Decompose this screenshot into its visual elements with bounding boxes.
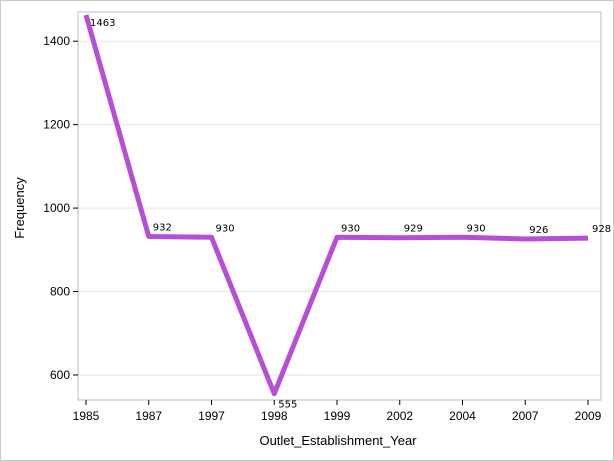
data-label: 930 [467,223,486,234]
data-label: 932 [153,222,172,233]
x-tick-label: 1985 [73,409,100,423]
y-axis-title: Frequency [12,177,27,239]
data-label: 926 [529,225,548,236]
x-tick-label: 1997 [198,409,225,423]
x-tick-label: 1987 [135,409,162,423]
x-tick-label: 1998 [261,409,288,423]
data-label: 930 [341,223,360,234]
data-label: 930 [216,223,235,234]
y-tick-label: 1000 [43,201,70,215]
data-label: 929 [404,224,423,235]
x-tick-label: 1999 [324,409,351,423]
x-tick-label: 2004 [449,409,476,423]
y-tick-label: 800 [50,285,70,299]
y-tick-label: 1200 [43,118,70,132]
y-tick-label: 1400 [43,34,70,48]
series-line-layer [83,14,589,397]
x-tick-label: 2007 [512,409,539,423]
y-tick-label: 600 [50,368,70,382]
data-labels: 1463 932 930 555 930 929 930 926 928 [90,18,611,411]
data-label: 555 [278,400,297,411]
x-axis-title: Outlet_Establishment_Year [259,433,417,448]
x-tick-label: 2009 [575,409,602,423]
series-line [83,14,589,397]
axes: 600 800 1000 1200 1400 1985 1987 1997 1998 1999 20… [43,34,601,423]
data-label: 928 [592,224,611,235]
data-label: 1463 [90,18,115,29]
x-tick-label: 2002 [386,409,413,423]
gridlines [78,40,601,376]
plot-area-frame [77,11,602,401]
